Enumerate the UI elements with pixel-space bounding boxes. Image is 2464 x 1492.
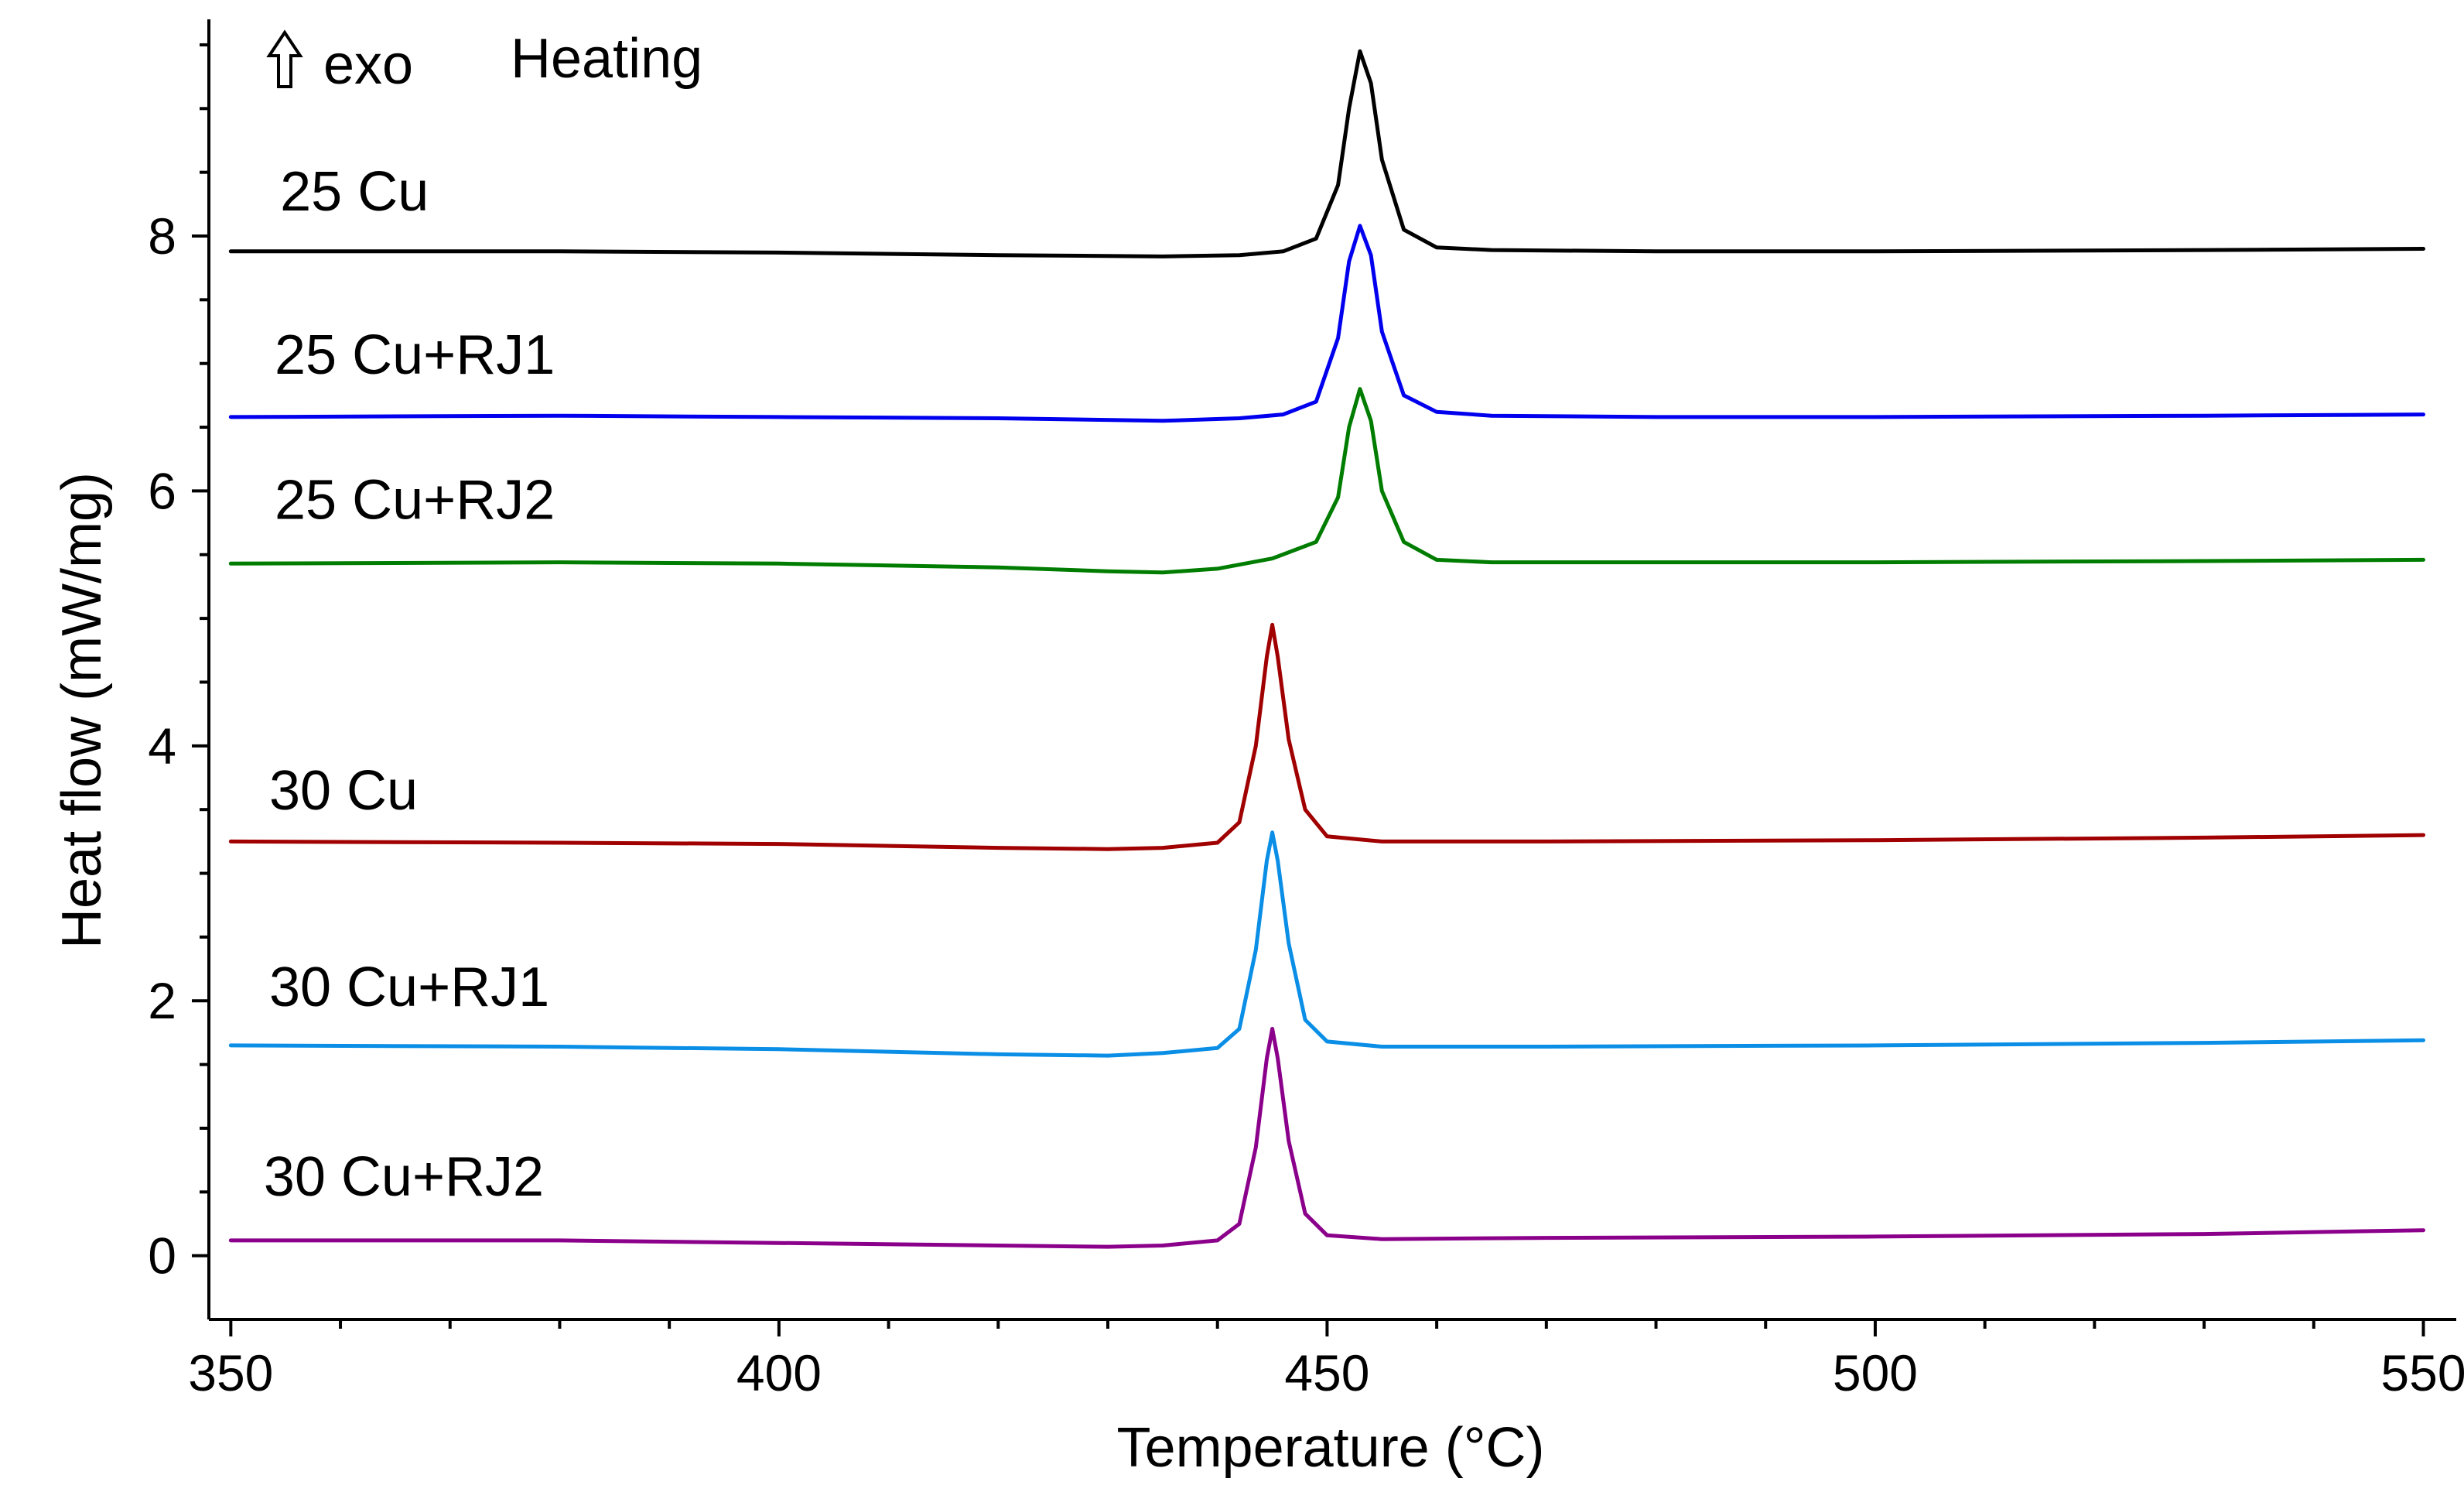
up-arrow-icon (266, 29, 303, 88)
series-line-25-cu (228, 49, 2425, 258)
exo-annotation: exo Heating (266, 28, 702, 96)
x-tick-label: 350 (188, 1344, 273, 1401)
exo-label: exo (323, 34, 413, 96)
x-tick-label: 400 (736, 1344, 822, 1401)
series-label: 25 Cu (280, 161, 429, 223)
series-line-30-cu (228, 622, 2425, 851)
axis-ticks: 350 400 450 500 550 0 2 4 6 8 (148, 43, 2464, 1401)
series-label: 30 Cu (269, 760, 418, 822)
series-label: 30 Cu+RJ1 (269, 956, 549, 1018)
x-tick-label: 500 (1833, 1344, 1918, 1401)
x-tick-label: 550 (2380, 1344, 2464, 1401)
series-label: 25 Cu+RJ1 (275, 324, 555, 386)
y-tick-label: 2 (148, 972, 176, 1029)
series-line-30-cu-rj1 (228, 830, 2425, 1058)
heating-label: Heating (511, 28, 702, 90)
y-tick-label: 4 (148, 717, 176, 775)
series-line-25-cu-rj2 (228, 387, 2425, 575)
series-label: 30 Cu+RJ2 (264, 1146, 544, 1208)
series-line-30-cu-rj2 (228, 1027, 2425, 1249)
y-tick-label: 6 (148, 462, 176, 519)
series-line-25-cu-rj1 (228, 224, 2425, 423)
series-label: 25 Cu+RJ2 (275, 470, 555, 532)
y-tick-label: 0 (148, 1227, 176, 1285)
y-axis-title: Heat flow (mW/mg) (51, 472, 113, 949)
x-axis-title: Temperature (°C) (1117, 1417, 1545, 1479)
x-tick-label: 450 (1284, 1344, 1369, 1401)
y-tick-label: 8 (148, 207, 176, 265)
series-group: 25 Cu 25 Cu+RJ1 25 Cu+RJ2 30 Cu 30 Cu+RJ1 30 … (228, 49, 2425, 1249)
